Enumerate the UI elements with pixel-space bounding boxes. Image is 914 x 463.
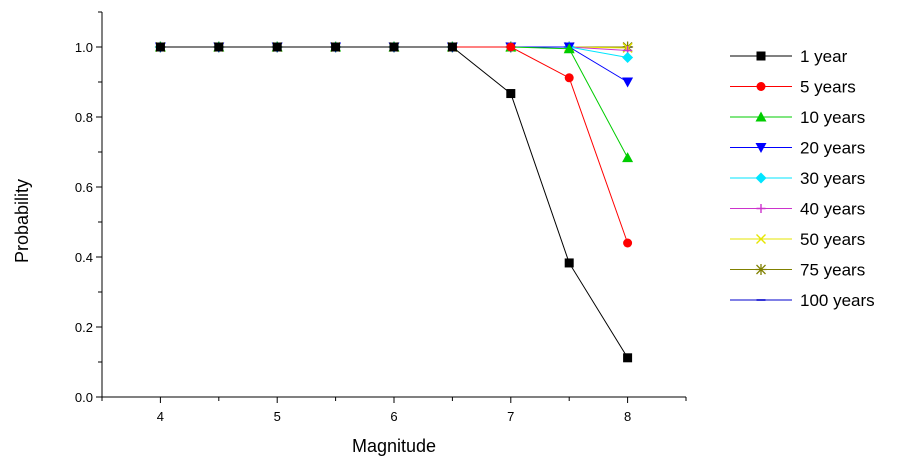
axes: 4 5 6 7 8 0.0 0.2 0.4 0.6 0.8 1.0 bbox=[75, 11, 687, 424]
legend-marker bbox=[756, 204, 766, 213]
x-tick-label: 6 bbox=[390, 409, 397, 424]
legend-entry: 40 years bbox=[730, 200, 865, 219]
legend-entry: 1 year bbox=[730, 47, 848, 66]
series-5-years bbox=[155, 42, 633, 248]
data-point bbox=[564, 73, 574, 83]
legend-label: 75 years bbox=[800, 261, 865, 280]
legend-entry: 20 years bbox=[730, 139, 865, 158]
x-tick-label: 8 bbox=[624, 409, 631, 424]
data-point bbox=[623, 353, 633, 363]
data-point bbox=[622, 152, 634, 163]
legend-marker bbox=[756, 234, 766, 244]
series-1-year bbox=[155, 42, 633, 363]
legend-label: 50 years bbox=[800, 230, 865, 249]
data-point bbox=[623, 238, 633, 248]
x-tick-label: 5 bbox=[274, 409, 281, 424]
legend-label: 1 year bbox=[800, 47, 848, 66]
legend-label: 30 years bbox=[800, 169, 865, 188]
data-point bbox=[447, 42, 457, 52]
legend-marker bbox=[756, 82, 766, 91]
legend-entry: 10 years bbox=[730, 108, 865, 127]
y-axis-label: Probability bbox=[12, 179, 32, 263]
legend-entry: 75 years bbox=[730, 261, 865, 280]
plot-area bbox=[154, 41, 634, 363]
data-point bbox=[564, 258, 574, 268]
legend-label: 10 years bbox=[800, 108, 865, 127]
data-point bbox=[272, 42, 282, 52]
series-line bbox=[160, 46, 629, 158]
legend-entry: 100 years bbox=[730, 291, 875, 310]
x-axis-label: Magnitude bbox=[352, 436, 436, 456]
series-line bbox=[160, 46, 629, 244]
legend-label: 20 years bbox=[800, 139, 865, 158]
data-point bbox=[563, 43, 575, 54]
legend-label: 100 years bbox=[800, 291, 875, 310]
y-tick-label: 0.6 bbox=[75, 180, 93, 195]
y-tick-label: 0.0 bbox=[75, 390, 93, 405]
x-tick-label: 4 bbox=[157, 409, 164, 424]
data-point bbox=[155, 42, 165, 52]
y-tick-label: 0.2 bbox=[75, 320, 93, 335]
data-point bbox=[506, 89, 516, 99]
data-point bbox=[214, 42, 224, 52]
legend-marker bbox=[755, 111, 767, 122]
legend-entry: 50 years bbox=[730, 230, 865, 249]
legend-entry: 30 years bbox=[730, 169, 865, 188]
legend-marker bbox=[756, 51, 766, 61]
x-tick-label: 7 bbox=[507, 409, 514, 424]
legend-label: 40 years bbox=[800, 200, 865, 219]
data-point bbox=[622, 52, 634, 63]
y-tick-label: 0.8 bbox=[75, 110, 93, 125]
data-point bbox=[389, 42, 399, 52]
series-10-years bbox=[154, 41, 634, 163]
legend-label: 5 years bbox=[800, 78, 856, 97]
legend-marker bbox=[755, 264, 767, 275]
series-line bbox=[160, 46, 629, 359]
legend: 1 year 5 years 10 years 20 years 30 years 40 … bbox=[730, 47, 875, 310]
data-point bbox=[331, 42, 341, 52]
y-tick-label: 0.4 bbox=[75, 250, 93, 265]
legend-marker bbox=[755, 143, 767, 153]
y-tick-label: 1.0 bbox=[75, 40, 93, 55]
legend-marker bbox=[755, 172, 767, 184]
legend-entry: 5 years bbox=[730, 78, 856, 97]
data-point bbox=[506, 42, 516, 52]
data-point bbox=[622, 77, 634, 88]
